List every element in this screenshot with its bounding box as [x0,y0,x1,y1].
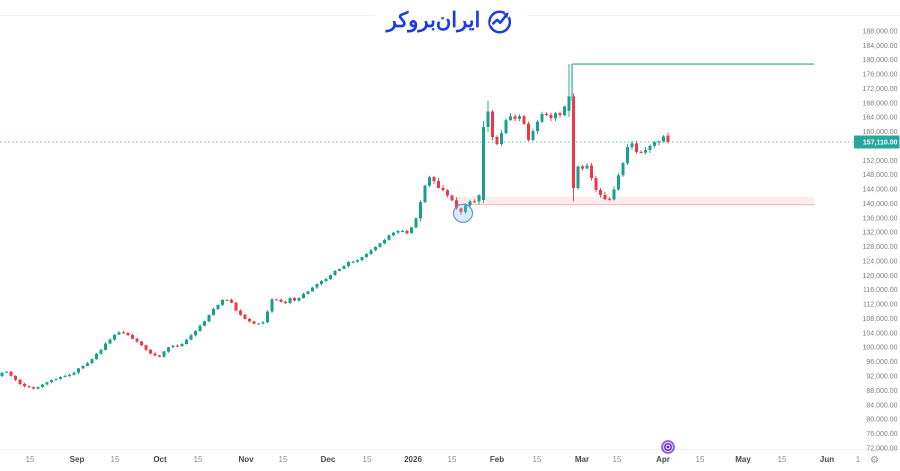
time-axis-label: 15 [363,455,372,464]
price-axis-label: 92,000.00 [866,374,897,381]
target-marker-icon[interactable] [661,440,675,454]
brand-wordmark: ایران‌بروکر [386,9,481,32]
time-axis-label: 15 [533,455,542,464]
price-axis-label: 80,000.00 [866,417,897,424]
price-axis-label: 140,000.00 [862,201,897,208]
price-axis-label: 124,000.00 [862,259,897,266]
price-axis-label: 84,000.00 [866,402,897,409]
time-axis-label: Dec [321,455,336,464]
price-axis-label: 120,000.00 [862,273,897,280]
price-axis-label: 116,000.00 [863,287,898,294]
trend-arrow-circle-icon [487,10,511,34]
price-axis-label: 128,000.00 [862,244,897,251]
time-axis-label: 15 [613,455,622,464]
time-axis-label: May [735,455,751,464]
price-axis-label: 72,000.00 [866,445,897,452]
time-axis-label: 15 [26,455,35,464]
price-axis-label: 176,000.00 [862,72,897,79]
time-axis-label: 15 [696,455,705,464]
price-axis-label: 160,000.00 [862,129,897,136]
time-axis-label: Oct [153,455,167,464]
time-axis-label: Sep [70,455,85,464]
price-axis-label: 180,000.00 [862,57,897,64]
time-axis-label: 15 [279,455,288,464]
brand-logo: ایران‌بروکر [374,6,526,36]
time-axis-label: Jun [820,455,834,464]
last-price-chip [854,135,900,149]
time-axis-label: Apr [656,455,670,464]
settings-gear-icon[interactable]: ⚙ [870,455,879,466]
price-axis-label: 112,000.00 [863,302,898,309]
price-axis-label: 132,000.00 [862,230,897,237]
time-axis-label: 15 [448,455,457,464]
price-axis-label: 96,000.00 [866,359,897,366]
price-axis-label: 148,000.00 [862,172,897,179]
price-axis-label: 108,000.00 [862,316,897,323]
axes[interactable]: 72,000.00 76,000.00 80,000.00 84,000.00 88,0… [0,28,900,464]
chart-annotations[interactable] [0,63,856,454]
last-price-chip-label: 157,110.00 [863,140,898,147]
price-axis-label: 136,000.00 [862,215,897,222]
support-zone[interactable] [456,196,814,206]
time-axis-label: 1 [856,455,861,464]
price-axis-label: 172,000.00 [862,86,897,93]
price-axis-label: 164,000.00 [862,115,897,122]
price-axis-label: 104,000.00 [862,330,897,337]
price-axis-label: 100,000.00 [862,345,897,352]
price-axis-label: 88,000.00 [866,388,897,395]
price-axis-label: 184,000.00 [862,43,897,50]
time-axis-label: Feb [490,455,504,464]
price-axis-label: 76,000.00 [866,431,897,438]
price-axis-label: 144,000.00 [862,187,897,194]
time-axis-label: Mar [575,455,589,464]
time-axis-label: 2026 [404,455,422,464]
time-axis-label: Nov [238,455,254,464]
highlight-circle [452,203,474,223]
candlestick-series[interactable] [0,64,670,390]
time-axis-label: 15 [778,455,787,464]
price-axis-label: 188,000.00 [862,28,897,35]
price-axis-label: 168,000.00 [862,100,897,107]
time-axis-label: 15 [194,455,203,464]
time-axis-label: 15 [111,455,120,464]
price-axis-label: 152,000.00 [862,158,897,165]
